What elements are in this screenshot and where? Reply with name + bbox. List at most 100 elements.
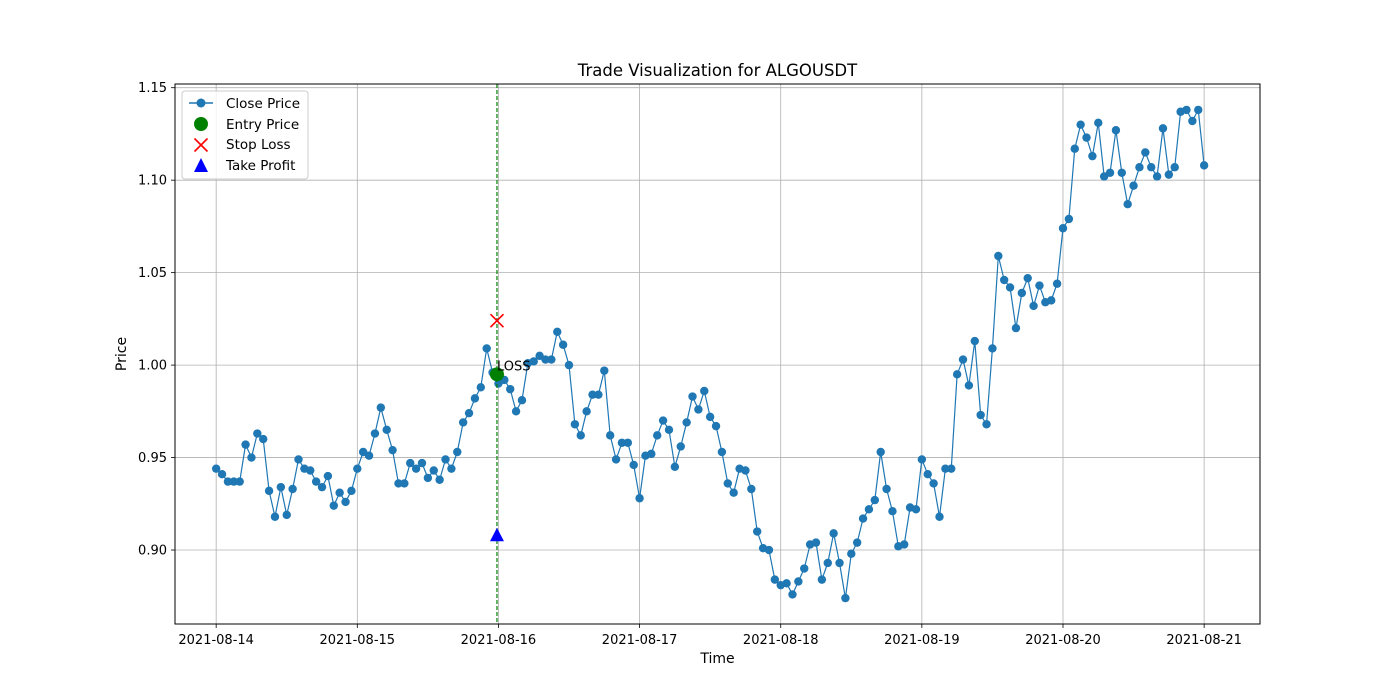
close-price-point xyxy=(711,421,721,431)
x-tick-label: 2021-08-15 xyxy=(320,633,396,648)
close-price-point xyxy=(241,440,250,449)
close-price-point xyxy=(958,355,968,364)
close-price-point xyxy=(852,538,862,547)
close-price-point xyxy=(1017,288,1027,298)
close-price-point xyxy=(1129,181,1138,190)
close-price-point xyxy=(229,477,239,486)
close-price-point xyxy=(564,360,574,370)
close-price-point xyxy=(382,425,391,435)
close-price-point xyxy=(829,529,838,538)
close-price-point xyxy=(594,390,603,399)
y-tick-label: 0.95 xyxy=(138,451,167,466)
close-price-point xyxy=(517,396,527,405)
x-tick-label: 2021-08-18 xyxy=(743,633,819,648)
close-price-point xyxy=(423,473,433,483)
close-price-point xyxy=(1035,281,1044,290)
close-price-point xyxy=(935,512,944,521)
close-price-point xyxy=(747,484,756,494)
close-price-point xyxy=(688,392,697,401)
close-price-point xyxy=(553,327,562,337)
close-price-point xyxy=(447,464,456,473)
close-price-point xyxy=(694,405,703,414)
close-price-point xyxy=(1158,124,1168,133)
close-price-point xyxy=(864,505,874,514)
close-price-point xyxy=(970,336,979,346)
close-price-point xyxy=(823,558,832,568)
close-price-point xyxy=(276,482,286,492)
close-price-point xyxy=(929,479,938,488)
close-price-point xyxy=(700,386,709,396)
close-price-point xyxy=(1170,163,1179,172)
close-price-point xyxy=(647,449,656,459)
close-price-point xyxy=(782,579,791,588)
close-price-point xyxy=(1188,116,1197,126)
x-tick-label: 2021-08-20 xyxy=(1025,633,1101,648)
close-price-point xyxy=(788,590,797,599)
close-price-point xyxy=(253,429,262,438)
close-price-point xyxy=(329,501,338,510)
close-price-point xyxy=(341,497,350,507)
close-price-point xyxy=(999,275,1009,285)
legend: Close Price Entry Price Stop Loss Take P… xyxy=(181,90,309,180)
close-price-point xyxy=(1094,118,1103,128)
close-price-point xyxy=(882,484,891,494)
close-price-point xyxy=(335,488,344,497)
close-price-point xyxy=(1199,161,1209,170)
close-price-point xyxy=(947,464,956,473)
close-price-point xyxy=(1058,224,1068,233)
close-price-point xyxy=(476,383,485,392)
close-price-point xyxy=(370,429,380,438)
close-price-point xyxy=(764,545,774,555)
chart-title: Trade Visualization for ALGOUSDT xyxy=(577,61,858,80)
close-price-point xyxy=(811,538,821,547)
close-price-point xyxy=(1076,120,1085,129)
close-price-point xyxy=(600,366,609,375)
close-price-point xyxy=(982,420,991,429)
series-layer xyxy=(211,105,1209,603)
close-price-point xyxy=(770,575,780,584)
close-price-point xyxy=(847,549,856,558)
close-price-point xyxy=(458,418,468,427)
marker-layer: LOSS xyxy=(489,84,531,624)
close-price-point xyxy=(682,418,691,427)
close-price-point xyxy=(282,510,291,520)
close-price-point xyxy=(1152,172,1162,181)
close-price-point xyxy=(247,453,256,462)
legend-entry-price-label: Entry Price xyxy=(226,117,299,133)
close-price-point xyxy=(1194,105,1203,115)
close-price-point xyxy=(588,390,597,399)
close-price-point xyxy=(976,410,985,420)
close-price-point xyxy=(917,455,927,464)
legend-take-profit-label: Take Profit xyxy=(225,158,295,174)
close-price-point xyxy=(800,564,809,573)
legend-box xyxy=(181,90,309,180)
close-price-point xyxy=(623,438,633,447)
close-price-point xyxy=(1064,214,1074,224)
close-price-point xyxy=(270,512,280,521)
close-price-point xyxy=(211,464,221,473)
close-price-point xyxy=(1147,163,1156,172)
close-price-point xyxy=(1123,200,1132,209)
close-price-point xyxy=(741,466,750,475)
close-price-point xyxy=(323,471,333,481)
close-price-point xyxy=(629,460,638,470)
plot-frame xyxy=(174,83,1261,625)
tick-layer: 2021-08-14 2021-08-15 2021-08-16 2021-08-17… xyxy=(138,81,1242,648)
close-price-point xyxy=(294,455,303,464)
close-price-point xyxy=(1105,168,1115,177)
close-price-point xyxy=(223,477,233,486)
close-price-point xyxy=(658,416,668,425)
close-price-point xyxy=(870,495,880,505)
close-price-point xyxy=(417,458,427,468)
close-price-point xyxy=(547,355,556,364)
y-tick-label: 1.00 xyxy=(138,359,167,374)
trade-result-annotation: LOSS xyxy=(497,359,531,374)
close-price-point xyxy=(394,479,403,488)
close-price-point xyxy=(1141,148,1150,157)
close-price-point xyxy=(347,486,356,496)
close-price-point xyxy=(511,407,521,416)
x-tick-label: 2021-08-17 xyxy=(602,633,678,648)
close-price-point xyxy=(1182,105,1191,115)
close-price-point xyxy=(676,442,685,451)
